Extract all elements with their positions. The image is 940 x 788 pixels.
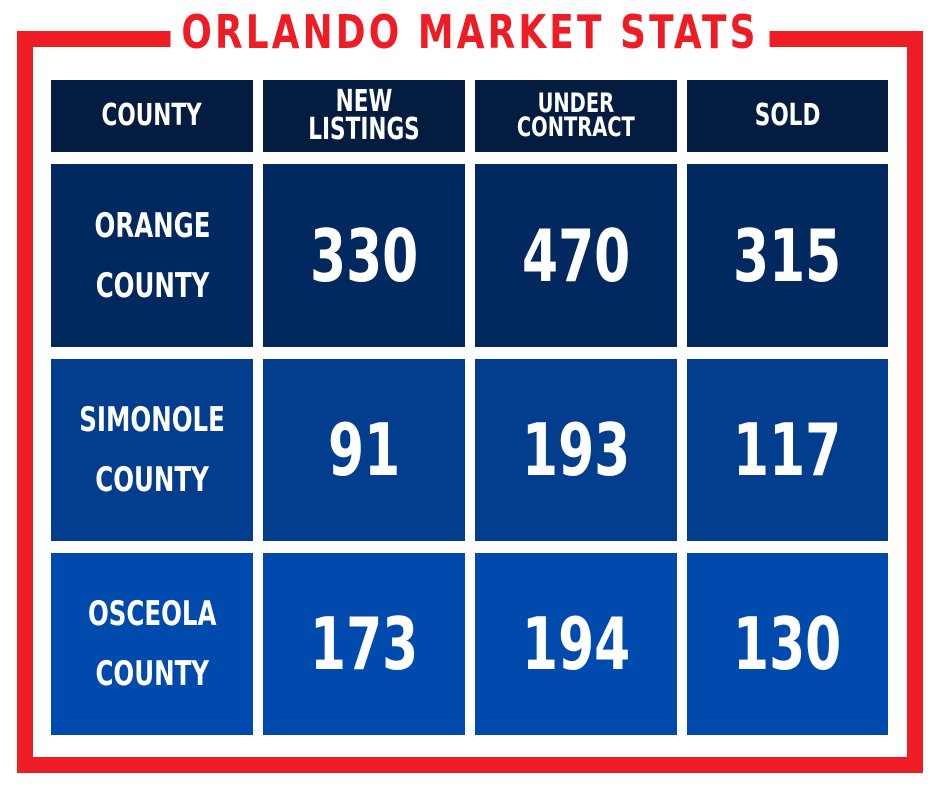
page-title: ORLANDO MARKET STATS [170,0,770,64]
under-contract-value: 193 [521,408,631,492]
new-listings-value: 173 [309,602,419,686]
sold-cell: 117 [687,359,888,541]
county-label: OSCEOLA COUNTY [87,594,217,694]
under-contract-cell: 193 [475,359,677,541]
new-listings-value: 91 [327,408,401,492]
header-sold-label: SOLD [754,98,821,133]
under-contract-cell: 194 [475,553,677,735]
header-county-label: COUNTY [101,98,203,133]
county-cell-orange: ORANGE COUNTY [51,164,253,347]
sold-value: 117 [733,408,842,492]
new-listings-cell: 91 [263,359,465,541]
header-county: COUNTY [51,80,253,152]
header-new-listings-label: NEW LISTINGS [308,84,420,147]
new-listings-cell: 330 [263,164,465,347]
title-bar: ORLANDO MARKET STATS [0,0,940,64]
sold-value: 130 [733,602,842,686]
header-under-contract-label: UNDER CONTRACT [517,88,635,143]
sold-cell: 130 [687,553,888,735]
sold-value: 315 [733,213,842,298]
county-cell-osceola: OSCEOLA COUNTY [51,553,253,735]
under-contract-cell: 470 [475,164,677,347]
under-contract-value: 194 [521,602,631,686]
sold-cell: 315 [687,164,888,347]
under-contract-value: 470 [521,213,631,298]
new-listings-cell: 173 [263,553,465,735]
county-cell-simonole: SIMONOLE COUNTY [51,359,253,541]
header-sold: SOLD [687,80,888,152]
county-label: SIMONOLE COUNTY [79,400,225,500]
county-label: ORANGE COUNTY [94,205,210,306]
header-under-contract: UNDER CONTRACT [475,80,677,152]
new-listings-value: 330 [309,213,419,298]
header-new-listings: NEW LISTINGS [263,80,465,152]
